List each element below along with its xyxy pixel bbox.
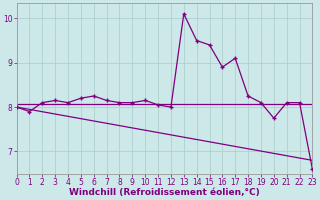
X-axis label: Windchill (Refroidissement éolien,°C): Windchill (Refroidissement éolien,°C) — [69, 188, 260, 197]
